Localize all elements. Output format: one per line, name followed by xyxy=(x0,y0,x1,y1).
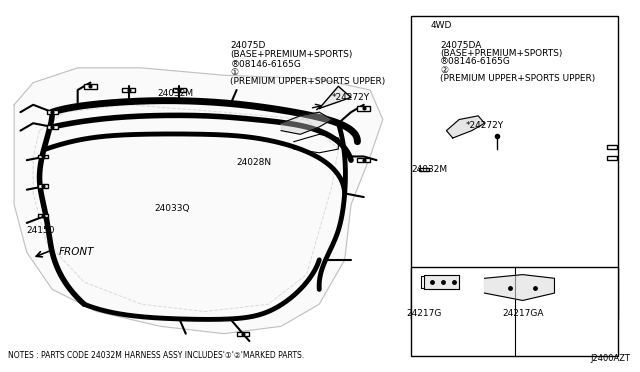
Bar xyxy=(412,16,618,319)
FancyBboxPatch shape xyxy=(38,214,48,217)
FancyBboxPatch shape xyxy=(357,158,370,162)
Text: 24032M: 24032M xyxy=(157,89,193,98)
FancyBboxPatch shape xyxy=(47,125,58,129)
Text: 4WD: 4WD xyxy=(431,21,452,30)
Text: 24217G: 24217G xyxy=(406,309,442,318)
Polygon shape xyxy=(447,116,484,138)
FancyBboxPatch shape xyxy=(607,157,617,160)
FancyBboxPatch shape xyxy=(357,106,370,111)
Text: *24272Y: *24272Y xyxy=(332,93,370,102)
FancyBboxPatch shape xyxy=(38,184,48,188)
Text: (PREMIUM UPPER+SPORTS UPPER): (PREMIUM UPPER+SPORTS UPPER) xyxy=(230,77,385,86)
Text: 24150: 24150 xyxy=(27,226,55,235)
Text: ®08146-6165G: ®08146-6165G xyxy=(440,57,511,67)
Text: FRONT: FRONT xyxy=(59,247,94,257)
Text: ②: ② xyxy=(440,65,448,74)
Polygon shape xyxy=(14,68,383,334)
Text: *24272Y: *24272Y xyxy=(465,121,504,129)
Text: (BASE+PREMIUM+SPORTS): (BASE+PREMIUM+SPORTS) xyxy=(440,49,563,58)
Polygon shape xyxy=(319,86,351,109)
FancyBboxPatch shape xyxy=(84,84,97,89)
Text: 24033Q: 24033Q xyxy=(154,203,189,213)
Polygon shape xyxy=(424,275,459,289)
Text: 24032M: 24032M xyxy=(412,165,447,174)
FancyBboxPatch shape xyxy=(47,110,58,114)
Text: 24075D: 24075D xyxy=(230,41,266,50)
Bar xyxy=(412,267,618,356)
Text: J2400AZT: J2400AZT xyxy=(591,354,631,363)
Text: NOTES : PARTS CODE 24032M HARNESS ASSY INCLUDES'①'②'MARKED PARTS.: NOTES : PARTS CODE 24032M HARNESS ASSY I… xyxy=(8,351,304,360)
Text: ®08146-6165G: ®08146-6165G xyxy=(230,60,301,69)
FancyBboxPatch shape xyxy=(607,145,617,149)
FancyBboxPatch shape xyxy=(419,167,429,171)
Polygon shape xyxy=(484,275,554,301)
Text: (PREMIUM UPPER+SPORTS UPPER): (PREMIUM UPPER+SPORTS UPPER) xyxy=(440,74,595,83)
Text: 24217GA: 24217GA xyxy=(502,309,543,318)
Text: 24075DA: 24075DA xyxy=(440,41,481,50)
Text: 24028N: 24028N xyxy=(237,157,272,167)
FancyBboxPatch shape xyxy=(237,332,250,336)
Polygon shape xyxy=(281,112,332,134)
FancyBboxPatch shape xyxy=(38,155,48,158)
Text: ①: ① xyxy=(230,68,238,77)
Text: (BASE+PREMIUM+SPORTS): (BASE+PREMIUM+SPORTS) xyxy=(230,51,353,60)
FancyBboxPatch shape xyxy=(173,88,186,92)
FancyBboxPatch shape xyxy=(122,88,135,92)
